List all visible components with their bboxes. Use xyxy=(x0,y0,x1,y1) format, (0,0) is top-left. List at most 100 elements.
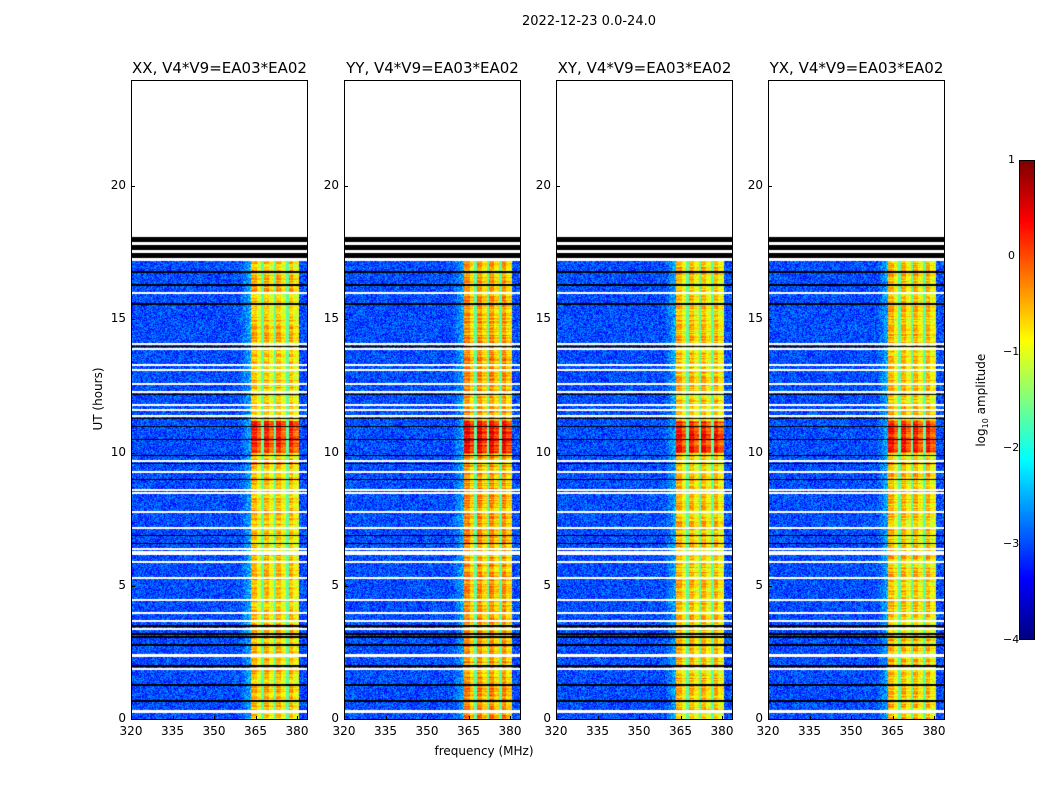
x-tick-label: 320 xyxy=(119,724,143,738)
x-tick-label: 365 xyxy=(881,724,904,738)
x-tick xyxy=(172,716,174,720)
y-tick-label: 0 xyxy=(331,711,339,725)
x-tick xyxy=(468,716,470,720)
y-axis-label: UT (hours) xyxy=(91,367,105,431)
y-tick xyxy=(344,319,348,321)
x-tick xyxy=(255,716,257,720)
x-tick-label: 320 xyxy=(756,724,780,738)
x-tick-label: 335 xyxy=(374,724,397,738)
y-tick xyxy=(131,719,135,720)
y-tick-label: 15 xyxy=(747,311,763,326)
y-tick xyxy=(131,319,135,321)
y-tick-label: 5 xyxy=(543,577,551,592)
x-tick xyxy=(385,716,387,720)
y-tick xyxy=(131,452,135,454)
x-tick xyxy=(639,716,640,720)
y-tick-label: 15 xyxy=(535,311,551,326)
panel-title: YX, V4*V9=EA03*EA02 xyxy=(769,59,944,77)
x-tick xyxy=(131,716,132,720)
x-tick xyxy=(809,716,811,720)
colorbar-label-rest: amplitude xyxy=(973,353,988,419)
panel-title: XX, V4*V9=EA03*EA02 xyxy=(132,59,307,77)
y-tick-label: 0 xyxy=(543,711,551,725)
x-axis-label: frequency (MHz) xyxy=(434,744,534,758)
y-tick-label: 10 xyxy=(747,444,763,459)
heatmap-image xyxy=(132,81,307,719)
y-tick-label: 0 xyxy=(118,711,126,725)
y-tick xyxy=(768,585,772,587)
y-tick-label: 20 xyxy=(110,178,126,192)
x-tick-label: 350 xyxy=(627,724,651,738)
x-tick-label: 335 xyxy=(586,724,609,738)
x-tick xyxy=(680,716,682,720)
x-tick-label: 365 xyxy=(244,724,267,738)
y-tick xyxy=(768,319,772,321)
x-tick xyxy=(214,716,215,720)
y-tick-label: 10 xyxy=(323,444,339,459)
y-tick-label: 15 xyxy=(323,311,339,326)
colorbar-tick-label: −1 xyxy=(1003,345,1020,358)
x-tick xyxy=(597,716,599,720)
y-tick xyxy=(556,452,560,454)
x-tick-label: 380 xyxy=(498,724,522,738)
x-tick xyxy=(297,716,298,720)
x-tick xyxy=(510,716,511,720)
x-tick-label: 350 xyxy=(839,724,863,738)
y-tick xyxy=(344,585,348,587)
y-tick xyxy=(556,719,560,720)
x-tick-label: 380 xyxy=(285,724,309,738)
x-tick-label: 320 xyxy=(332,724,356,738)
x-tick xyxy=(934,716,935,720)
y-tick xyxy=(768,719,772,720)
colorbar-label-log: log xyxy=(973,428,988,447)
x-tick xyxy=(722,716,723,720)
y-tick xyxy=(344,719,348,720)
y-tick xyxy=(768,452,772,454)
y-tick xyxy=(556,186,560,187)
x-tick-label: 320 xyxy=(544,724,568,738)
x-tick-label: 350 xyxy=(202,724,226,738)
panel-title: YY, V4*V9=EA03*EA02 xyxy=(346,59,519,77)
y-tick-label: 5 xyxy=(331,577,339,592)
y-tick-label: 20 xyxy=(535,178,551,192)
figure-title: 2022-12-23 0.0-24.0 xyxy=(522,14,656,29)
colorbar-label-sub: 10 xyxy=(981,418,991,429)
colorbar-gradient xyxy=(1020,161,1034,639)
colorbar-tick-label: 0 xyxy=(1008,249,1015,262)
x-tick xyxy=(768,716,769,720)
colorbar-tick-label: 1 xyxy=(1008,153,1015,166)
colorbar xyxy=(1019,160,1035,640)
waterfall-panel xyxy=(768,80,945,720)
x-tick-label: 335 xyxy=(798,724,821,738)
x-tick xyxy=(427,716,428,720)
y-tick xyxy=(131,585,135,587)
x-tick-label: 335 xyxy=(161,724,184,738)
y-tick-label: 15 xyxy=(110,311,126,326)
x-tick xyxy=(851,716,852,720)
y-tick xyxy=(344,452,348,454)
waterfall-panel xyxy=(556,80,733,720)
y-tick-label: 20 xyxy=(323,178,339,192)
y-tick-label: 0 xyxy=(755,711,763,725)
colorbar-tick-label: −4 xyxy=(1003,633,1020,646)
y-tick-label: 5 xyxy=(755,577,763,592)
panel-title: XY, V4*V9=EA03*EA02 xyxy=(557,59,732,77)
heatmap-image xyxy=(557,81,732,719)
heatmap-image xyxy=(345,81,520,719)
x-tick-label: 380 xyxy=(922,724,946,738)
y-tick-label: 20 xyxy=(747,178,763,192)
colorbar-tick-label: −2 xyxy=(1003,441,1020,454)
y-tick xyxy=(344,186,348,187)
heatmap-image xyxy=(769,81,944,719)
x-tick xyxy=(344,716,345,720)
y-tick xyxy=(556,585,560,587)
waterfall-panel xyxy=(131,80,308,720)
y-tick-label: 5 xyxy=(118,577,126,592)
colorbar-label: log10 amplitude xyxy=(974,330,990,470)
x-tick-label: 365 xyxy=(669,724,692,738)
y-tick xyxy=(131,186,135,187)
x-tick-label: 350 xyxy=(415,724,439,738)
waterfall-panel xyxy=(344,80,521,720)
y-tick-label: 10 xyxy=(110,444,126,459)
